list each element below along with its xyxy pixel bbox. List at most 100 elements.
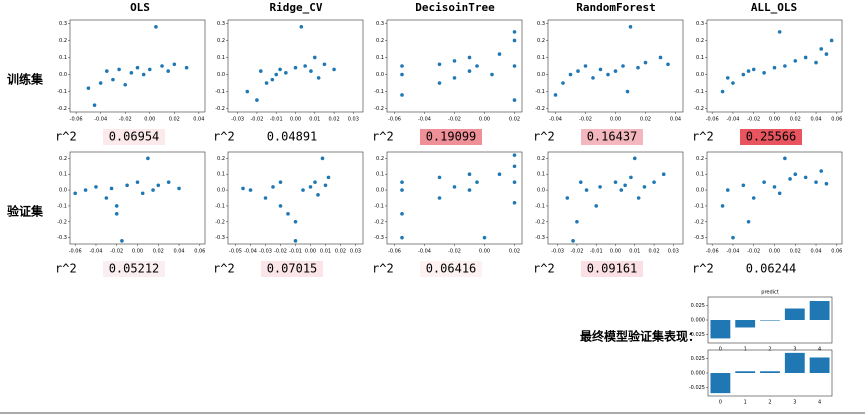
x-tick-label: 0.00 (144, 117, 155, 123)
point (255, 98, 259, 102)
plot-frame (547, 19, 684, 113)
x-tick-label: -0.04 (89, 249, 102, 255)
x-tick-label: -0.02 (274, 249, 287, 255)
y-tick-label: 0.0 (537, 72, 545, 78)
point (636, 65, 640, 70)
point (400, 180, 404, 184)
point (184, 65, 189, 70)
x-tick-label: -0.04 (244, 249, 257, 255)
y-tick-label: -0.2 (374, 106, 384, 112)
x-tick-label: 0.02 (509, 249, 520, 255)
bar (760, 320, 780, 321)
x-tick-label: 4 (818, 347, 821, 353)
x-tick-label: 3 (793, 347, 796, 353)
y-tick-label: -0.1 (215, 203, 225, 209)
x-tick-label: -0.06 (706, 249, 719, 255)
point (512, 98, 517, 102)
point (598, 185, 602, 189)
point (575, 219, 579, 224)
point (109, 186, 114, 191)
point (258, 69, 263, 73)
r2-highlight (420, 129, 482, 145)
y-tick-label: 0.2 (696, 38, 704, 44)
y-tick-label: -0.2 (215, 106, 225, 112)
point (594, 204, 599, 208)
point (332, 67, 336, 72)
y-tick-label: 0.1 (696, 172, 704, 178)
point (512, 200, 517, 205)
point (316, 76, 321, 80)
x-tick-label: -0.02 (119, 117, 132, 123)
point (400, 64, 404, 68)
point (643, 60, 648, 65)
x-tick-label: -0.02 (448, 249, 461, 255)
x-tick-label: -0.06 (388, 249, 401, 255)
x-tick-label: 0.01 (309, 117, 320, 123)
y-tick-label: 0.2 (217, 38, 225, 44)
y-tick-label: 0.1 (696, 55, 704, 61)
r2-label: r^2 (533, 130, 555, 144)
y-tick-label: 0.000 (691, 318, 705, 324)
x-tick-label: 0.00 (479, 117, 490, 123)
r2-label: r^2 (372, 130, 394, 144)
x-tick-label: -0.03 (259, 249, 272, 255)
r2-label: r^2 (372, 262, 394, 276)
point (762, 180, 766, 184)
point (156, 183, 161, 188)
point (606, 72, 610, 77)
r2-label: r^2 (692, 130, 714, 144)
r2-value: 0.04891 (267, 130, 318, 144)
r2-highlight (261, 261, 323, 277)
x-tick-label: 1 (744, 347, 747, 353)
point (117, 67, 121, 72)
x-tick-label: 2 (768, 347, 771, 353)
point (497, 52, 502, 56)
point (628, 25, 633, 29)
y-tick-label: -0.1 (57, 203, 67, 209)
y-tick-label: 0.0 (376, 72, 384, 78)
point (751, 196, 756, 200)
point (111, 77, 115, 82)
y-tick-label: 0.025 (691, 303, 705, 309)
y-tick-label: -0.1 (535, 89, 545, 95)
y-tick-label: -0.1 (374, 89, 384, 95)
x-tick-label: 4 (818, 400, 821, 406)
point (629, 175, 633, 180)
point (731, 235, 735, 240)
x-tick-label: -0.02 (747, 117, 760, 123)
point (731, 81, 735, 85)
r2-highlight (581, 129, 643, 145)
y-tick-label: -0.2 (215, 219, 225, 225)
point (741, 183, 746, 188)
point (73, 191, 77, 196)
r2-highlight (103, 129, 165, 145)
plot-frame (227, 151, 364, 245)
point (725, 76, 730, 80)
x-tick-label: 0.02 (790, 117, 801, 123)
point (467, 172, 472, 177)
y-tick-label: -0.2 (535, 219, 545, 225)
r2-label: r^2 (533, 262, 555, 276)
x-tick-label: -0.06 (69, 249, 82, 255)
point (777, 191, 782, 196)
x-tick-label: 0.06 (194, 249, 205, 255)
point (793, 172, 798, 177)
point (129, 71, 134, 75)
point (452, 76, 457, 80)
y-tick-label: -0.1 (374, 203, 384, 209)
x-tick-label: 0.00 (610, 249, 621, 255)
y-tick-label: 0.2 (376, 38, 384, 44)
x-tick-label: 0.02 (169, 117, 180, 123)
point (400, 212, 404, 216)
point (571, 239, 575, 243)
point (123, 82, 128, 87)
x-tick-label: -0.01 (289, 249, 302, 255)
point (241, 186, 245, 191)
x-tick-label: 0 (719, 347, 722, 353)
y-tick-label: -0.3 (374, 235, 384, 241)
point (482, 235, 487, 240)
point (467, 55, 472, 60)
x-tick-label: -0.02 (250, 117, 263, 123)
point (814, 60, 818, 65)
r2-highlight (261, 129, 323, 145)
